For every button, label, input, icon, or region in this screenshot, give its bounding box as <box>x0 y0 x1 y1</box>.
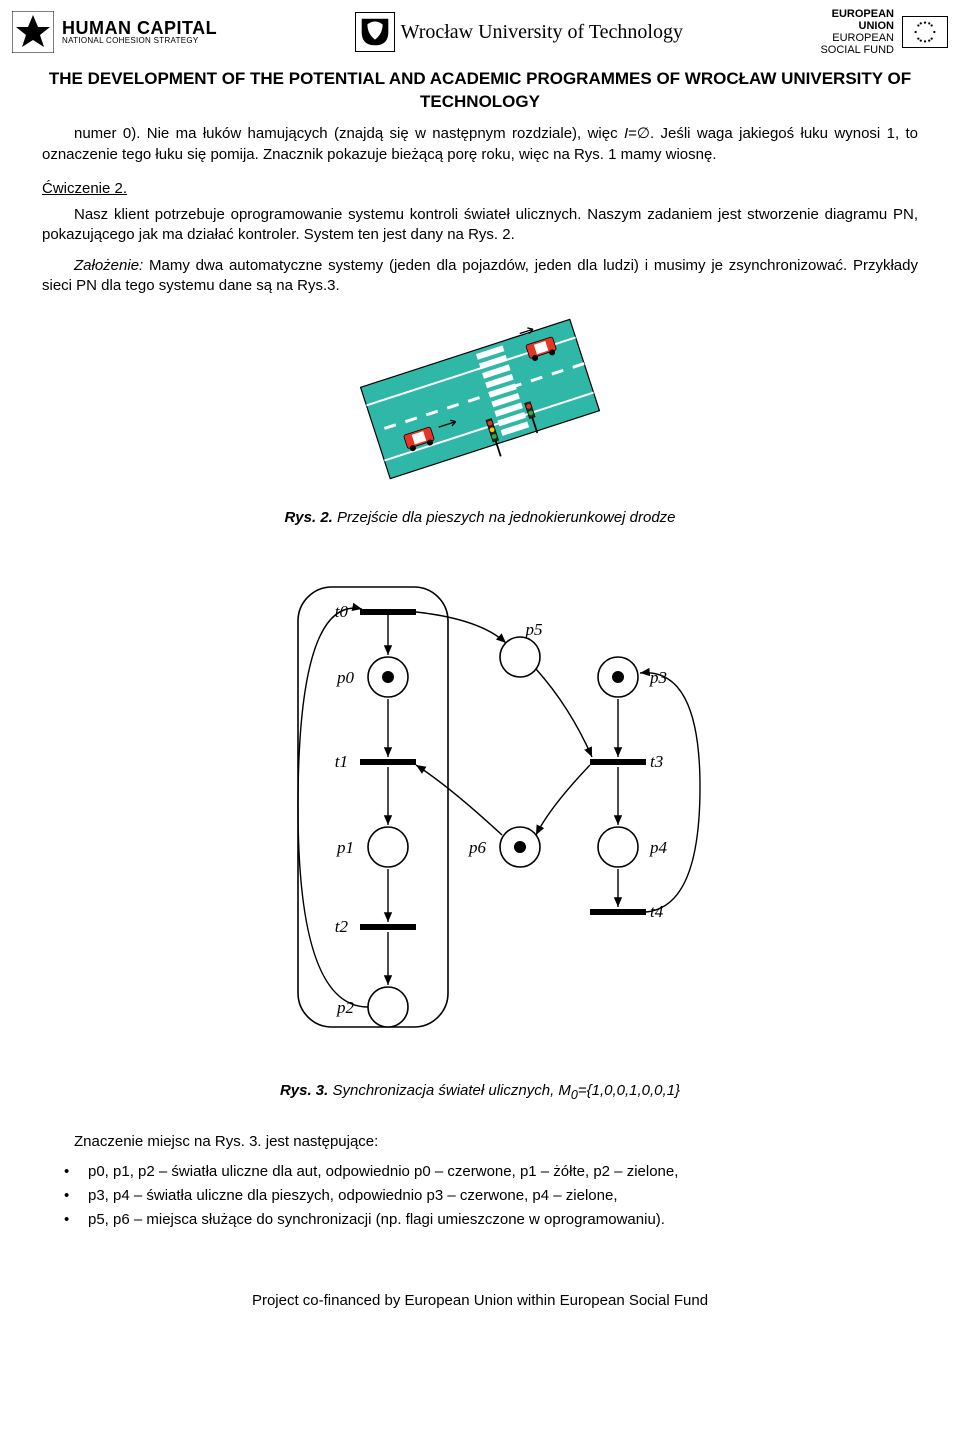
svg-text:p1: p1 <box>336 838 354 857</box>
list-item: p5, p6 – miejsca służące do synchronizac… <box>42 1210 918 1230</box>
svg-text:t1: t1 <box>335 752 348 771</box>
wut-name: Wrocław University of Technology <box>401 19 683 46</box>
exercise-heading: Ćwiczenie 2. <box>0 179 960 199</box>
human-capital-icon <box>12 11 54 53</box>
svg-text:p0: p0 <box>336 668 355 687</box>
paragraph-2: Nasz klient potrzebuje oprogramowanie sy… <box>0 205 960 296</box>
eu-flag-icon <box>902 16 948 48</box>
programme-title: THE DEVELOPMENT OF THE POTENTIAL AND ACA… <box>0 64 960 124</box>
paragraph-1: numer 0). Nie ma łuków hamujących (znajd… <box>0 124 960 165</box>
figure-2-caption: Rys. 2. Przejście dla pieszych na jednok… <box>0 508 960 528</box>
page-footer: Project co-financed by European Union wi… <box>0 1291 960 1331</box>
eu-line3: EUROPEAN <box>820 32 894 44</box>
svg-text:p5: p5 <box>525 620 543 639</box>
eu-line4: SOCIAL FUND <box>820 44 894 56</box>
svg-text:p4: p4 <box>649 838 668 857</box>
svg-text:p6: p6 <box>468 838 487 857</box>
hc-title: HUMAN CAPITAL <box>62 19 217 37</box>
place-meaning-list: p0, p1, p2 – światła uliczne dla aut, od… <box>0 1162 960 1231</box>
page-header: HUMAN CAPITAL NATIONAL COHESION STRATEGY… <box>0 0 960 64</box>
wut-logo: Wrocław University of Technology <box>355 12 683 52</box>
wut-seal-icon <box>355 12 395 52</box>
list-item: p3, p4 – światła uliczne dla pieszych, o… <box>42 1186 918 1206</box>
human-capital-logo: HUMAN CAPITAL NATIONAL COHESION STRATEGY <box>12 11 217 53</box>
list-item: p0, p1, p2 – światła uliczne dla aut, od… <box>42 1162 918 1182</box>
eu-line2: UNION <box>820 20 894 32</box>
svg-text:t3: t3 <box>650 752 663 771</box>
paragraph-4: Znaczenie miejsc na Rys. 3. jest następu… <box>0 1132 960 1152</box>
svg-text:t2: t2 <box>335 917 349 936</box>
figure-3-caption: Rys. 3. Synchronizacja świateł ulicznych… <box>0 1081 960 1104</box>
petri-net-diagram: t0p0t1p1t2p2p5p6p3t3p4t4 <box>220 557 740 1057</box>
eu-line1: EUROPEAN <box>820 8 894 20</box>
hc-subtitle: NATIONAL COHESION STRATEGY <box>62 37 217 45</box>
eu-logo: EUROPEAN UNION EUROPEAN SOCIAL FUND <box>820 8 948 56</box>
figure-3: t0p0t1p1t2p2p5p6p3t3p4t4 <box>0 557 960 1063</box>
crossing-diagram <box>350 314 610 484</box>
figure-2 <box>0 314 960 490</box>
